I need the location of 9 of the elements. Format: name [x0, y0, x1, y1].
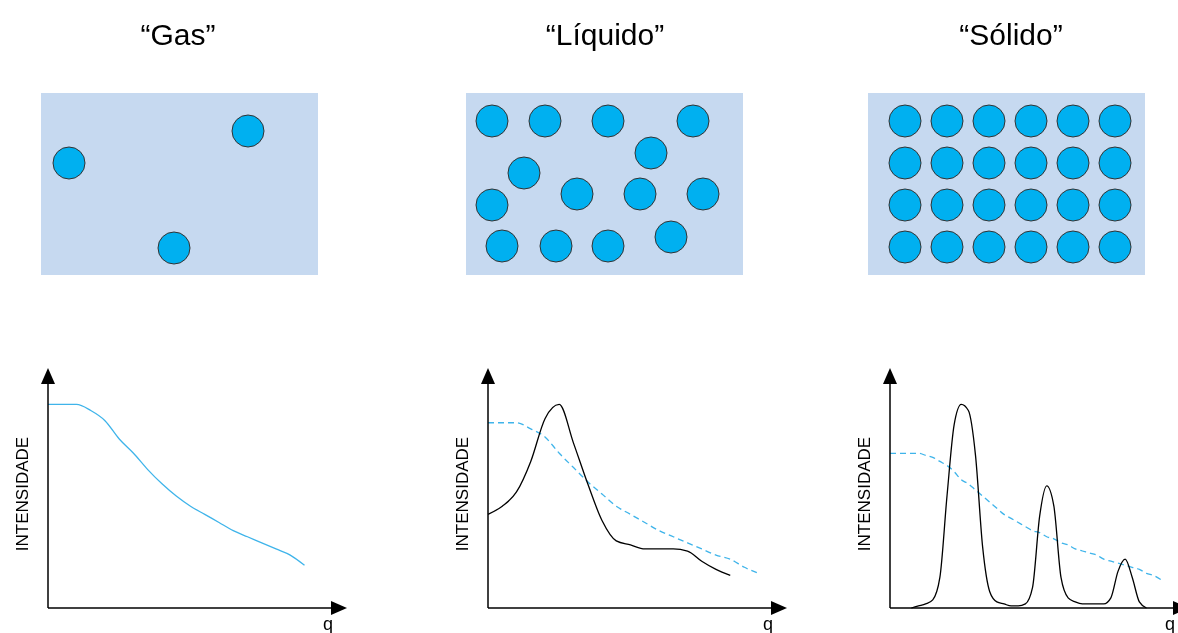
chart-title: “Sólido” [958, 18, 1064, 52]
chart-title: “Gas” [139, 18, 217, 52]
x-axis-title: q [763, 614, 774, 633]
y-axis-title: INTENSIDADE [855, 436, 875, 552]
x-axis-title: q [323, 614, 334, 633]
chart-title: “Líquido” [544, 18, 666, 52]
y-axis-title: INTENSIDADE [13, 436, 33, 552]
x-axis-title: q [1165, 614, 1176, 633]
y-axis-title: INTENSIDADE [453, 436, 473, 552]
